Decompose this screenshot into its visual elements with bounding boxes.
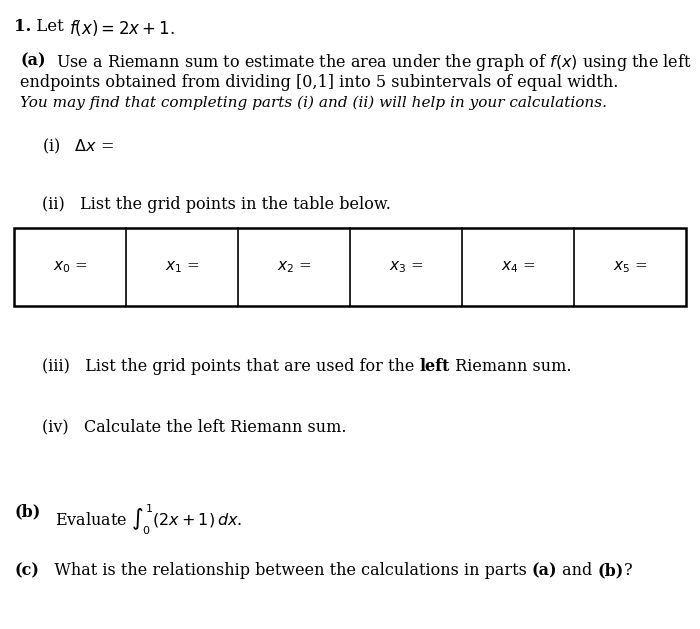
Text: $x_5$ =: $x_5$ =: [612, 259, 648, 275]
Text: (b): (b): [598, 562, 624, 579]
Text: Use a Riemann sum to estimate the area under the graph of $f(x)$ using the left: Use a Riemann sum to estimate the area u…: [46, 52, 691, 73]
Text: 1.: 1.: [14, 18, 32, 35]
Text: (b): (b): [14, 503, 41, 520]
Text: $x_4$ =: $x_4$ =: [500, 259, 536, 275]
Text: You may find that completing parts (i) and (ii) will help in your calculations.: You may find that completing parts (i) a…: [20, 96, 607, 111]
Text: Evaluate $\int_{0}^{1} (2x + 1)\, dx$.: Evaluate $\int_{0}^{1} (2x + 1)\, dx$.: [41, 503, 242, 537]
Text: and: and: [557, 562, 598, 579]
Text: $x_3$ =: $x_3$ =: [389, 259, 424, 275]
Text: (c): (c): [14, 562, 39, 579]
Bar: [14, 228, 686, 306]
Text: (iii)   List the grid points that are used for the: (iii) List the grid points that are used…: [42, 358, 419, 375]
Text: Let: Let: [32, 18, 69, 35]
Text: Riemann sum.: Riemann sum.: [450, 358, 571, 375]
Text: $f(x) = 2x + 1$.: $f(x) = 2x + 1$.: [69, 18, 176, 38]
Text: $x_0$ =: $x_0$ =: [52, 259, 88, 275]
Text: $x_2$ =: $x_2$ =: [276, 259, 312, 275]
Text: $x_1$ =: $x_1$ =: [164, 259, 200, 275]
Text: (iv)   Calculate the left Riemann sum.: (iv) Calculate the left Riemann sum.: [42, 418, 346, 435]
Text: (ii)   List the grid points in the table below.: (ii) List the grid points in the table b…: [42, 196, 391, 213]
Text: What is the relationship between the calculations in parts: What is the relationship between the cal…: [39, 562, 532, 579]
Text: (a): (a): [20, 52, 46, 69]
Text: (a): (a): [532, 562, 557, 579]
Text: endpoints obtained from dividing [0,1] into 5 subintervals of equal width.: endpoints obtained from dividing [0,1] i…: [20, 74, 618, 91]
Text: (i)   $\Delta x$ =: (i) $\Delta x$ =: [42, 137, 114, 156]
Text: ?: ?: [624, 562, 633, 579]
Text: left: left: [419, 358, 450, 375]
